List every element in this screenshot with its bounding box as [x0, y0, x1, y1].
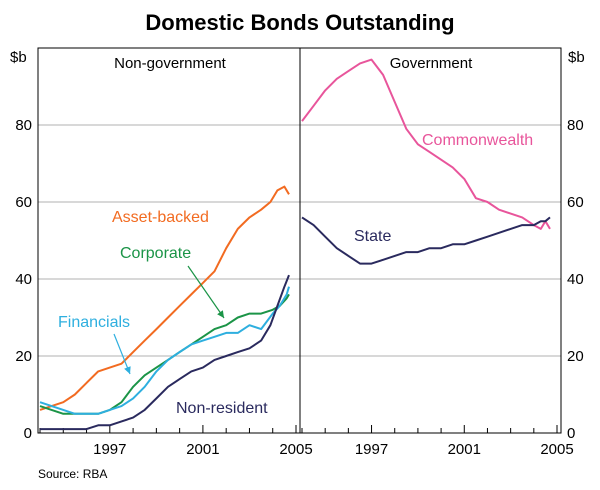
y-tick-label-left-0: 0: [24, 425, 32, 442]
series-lines: [39, 58, 551, 431]
series-line-non-resident: [40, 274, 290, 431]
arrow-corporate-shaft: [187, 265, 225, 319]
series-label-financials: Financials: [58, 314, 130, 331]
series-label-non-resident: Non-resident: [176, 400, 268, 417]
series-line-state: [301, 216, 551, 265]
x-tick-label-0-1997: 1997: [93, 441, 126, 458]
x-tick-label-1-2005: 2005: [540, 441, 573, 458]
series-label-asset-backed: Asset-backed: [112, 209, 209, 226]
source-note: Source: RBA: [38, 467, 107, 481]
series-line-asset-backed: [39, 185, 290, 411]
y-unit-right: $b: [568, 49, 585, 66]
y-tick-label-left-20: 20: [15, 348, 32, 365]
y-tick-label-right-80: 80: [567, 117, 584, 134]
panel-title-gov: Government: [390, 55, 473, 72]
x-tick-label-0-2005: 2005: [279, 441, 312, 458]
series-line-corporate: [39, 293, 290, 415]
y-tick-label-left-60: 60: [15, 194, 32, 211]
y-unit-left: $b: [10, 49, 27, 66]
panel-title-nongov: Non-government: [114, 55, 227, 72]
x-tick-label-1-2001: 2001: [448, 441, 481, 458]
series-line-financials: [39, 286, 290, 415]
series-label-commonwealth: Commonwealth: [422, 132, 533, 149]
y-tick-label-right-60: 60: [567, 194, 584, 211]
y-tick-label-right-20: 20: [567, 348, 584, 365]
series-label-corporate: Corporate: [120, 245, 191, 262]
arrow-corporate-head: [217, 310, 224, 318]
y-tick-label-right-0: 0: [567, 425, 575, 442]
y-tick-label-right-40: 40: [567, 271, 584, 288]
series-label-state: State: [354, 228, 391, 245]
x-tick-label-1-1997: 1997: [355, 441, 388, 458]
chart-title: Domestic Bonds Outstanding: [145, 10, 454, 35]
axes: 0 0 20 20 40 40 60 60 80 80 1997 2001 2005 1997 2001 20…: [15, 47, 584, 458]
series-labels: Asset-backed Corporate Financials Non-resid…: [58, 132, 533, 417]
arrow-financials-shaft: [113, 333, 131, 375]
y-tick-label-left-80: 80: [15, 117, 32, 134]
y-tick-label-left-40: 40: [15, 271, 32, 288]
x-tick-label-0-2001: 2001: [186, 441, 219, 458]
series-line-commonwealth: [301, 58, 551, 230]
arrow-financials-head: [124, 366, 131, 374]
